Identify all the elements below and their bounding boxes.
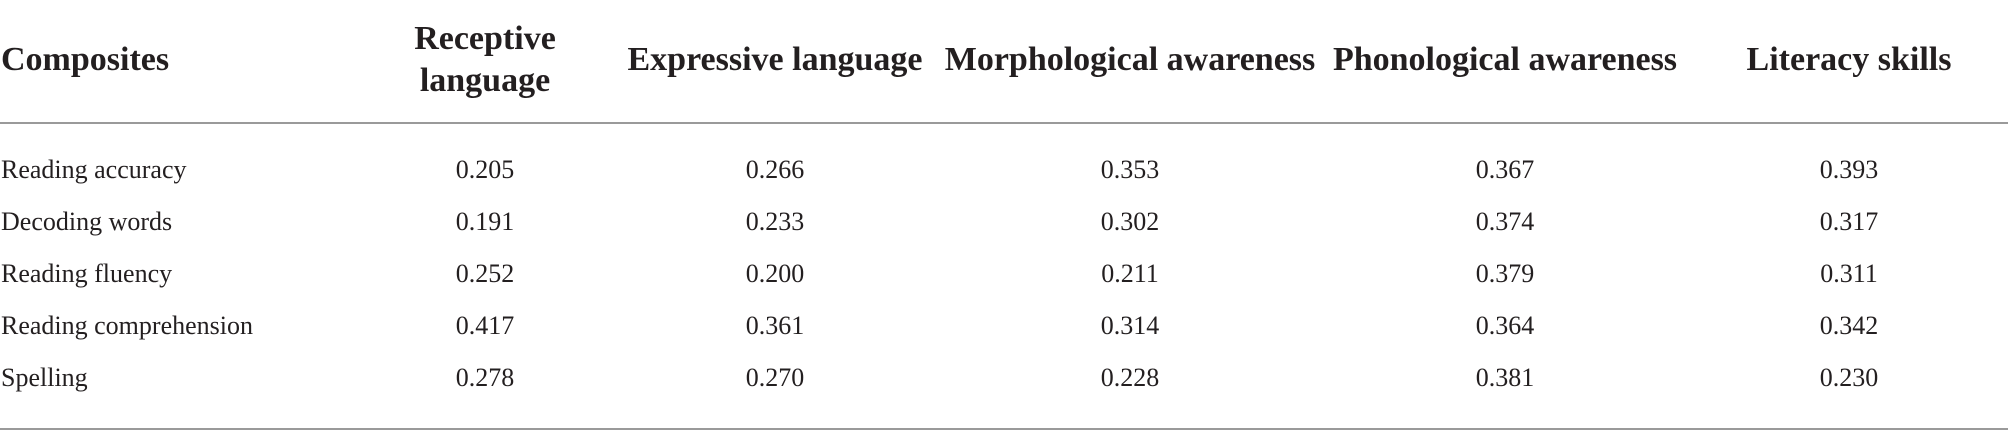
table-cell: 0.228 [940,352,1320,430]
row-label: Decoding words [1,207,173,236]
table-cell: 0.367 [1475,155,1535,184]
table-cell: 0.252 [455,259,515,288]
table-cell: 0.381 [1320,352,1690,430]
table-cell: 0.191 [455,207,515,236]
table-cell: 0.278 [360,352,610,430]
table-row: Reading comprehension 0.417 0.361 0.314 … [0,300,2008,352]
header-phonological-awareness: Phonological awareness [1320,0,1690,124]
table-cell: 0.361 [745,311,805,340]
table-cell: 0.266 [745,155,805,184]
table-cell: 0.200 [745,259,805,288]
header-composites: Composites [0,0,360,124]
table-row: Reading fluency 0.252 0.200 0.211 0.379 … [0,248,2008,300]
table-row: Decoding words 0.191 0.233 0.302 0.374 0… [0,196,2008,248]
header-receptive-language: Receptive language [360,0,610,124]
header-literacy-skills: Literacy skills [1690,0,2008,124]
table-cell: 0.317 [1819,207,1879,236]
table-cell: 0.393 [1819,155,1879,184]
table-cell: 0.417 [455,311,515,340]
table-row: Spelling 0.278 0.270 0.228 0.381 0.230 [0,352,2008,430]
row-label: Reading comprehension [1,311,253,340]
row-label: Reading accuracy [1,155,187,184]
table-cell: 0.302 [1100,207,1160,236]
table-cell: 0.311 [1820,259,1878,288]
header-morphological-awareness: Morphological awareness [940,0,1320,124]
table-cell: 0.379 [1475,259,1535,288]
table-header-row: Composites Receptive language Expressive… [0,0,2008,124]
header-expressive-language: Expressive language [610,0,940,124]
table-cell: 0.364 [1475,311,1535,340]
table-cell: 0.211 [1101,259,1159,288]
row-label: Reading fluency [1,259,173,288]
table-cell: 0.353 [1100,155,1160,184]
table-row: Reading accuracy 0.205 0.266 0.353 0.367… [0,123,2008,196]
table-cell: 0.233 [745,207,805,236]
table-cell: 0.270 [610,352,940,430]
table-cell: 0.230 [1690,352,2008,430]
table-cell: 0.205 [455,155,515,184]
row-label: Spelling [0,352,360,430]
table-cell: 0.374 [1475,207,1535,236]
table-cell: 0.342 [1819,311,1879,340]
table-cell: 0.314 [1100,311,1160,340]
